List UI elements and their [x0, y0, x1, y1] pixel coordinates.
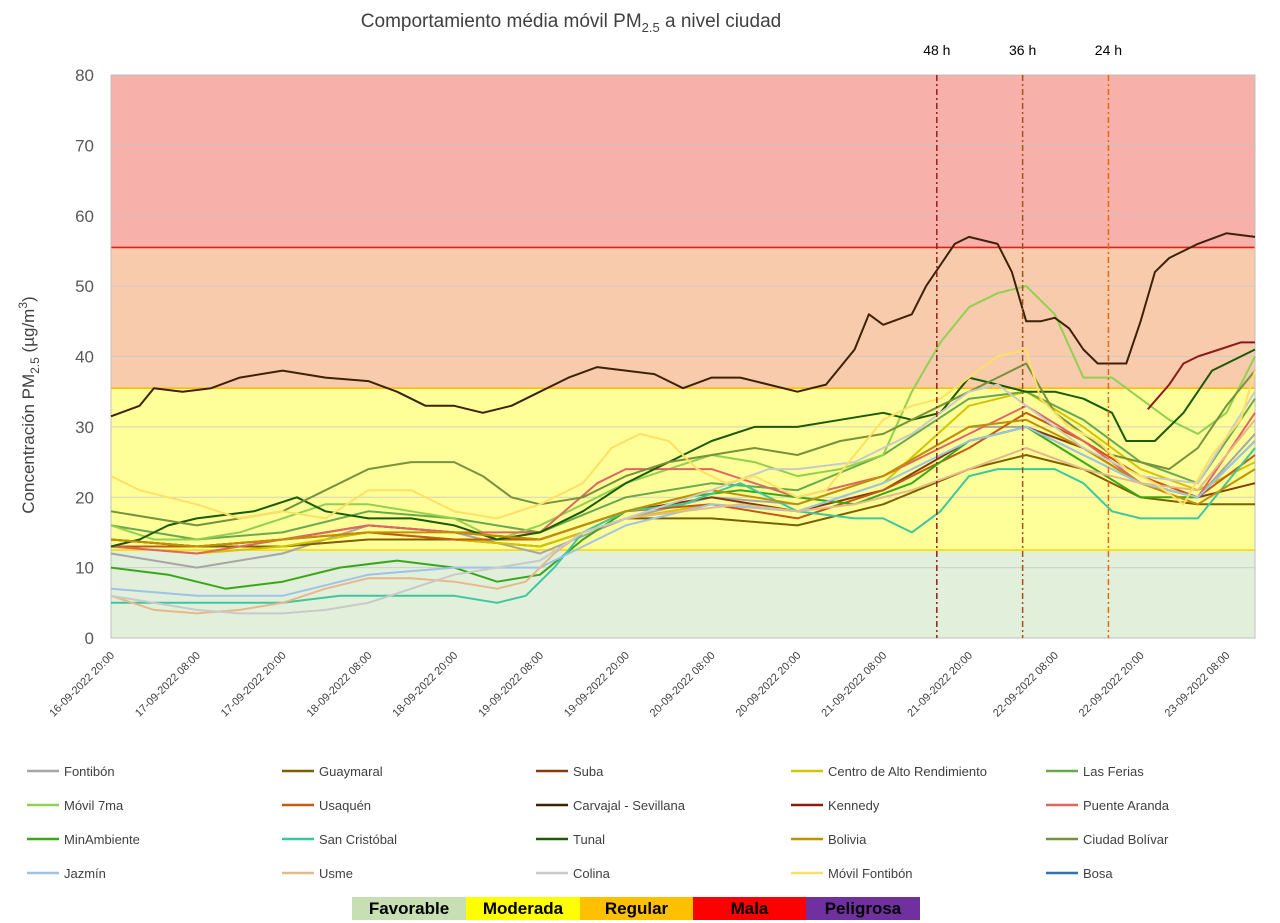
legend-label: Usaquén: [319, 798, 371, 813]
y-tick-label: 40: [75, 348, 94, 367]
category-moderada: Moderada: [466, 897, 580, 920]
y-tick-label: 60: [75, 207, 94, 226]
category-mala: Mala: [693, 897, 806, 920]
legend-label: Kennedy: [828, 798, 880, 813]
series-line-jazm-n: [110, 425, 1256, 597]
x-tick-label: 18-09-2022 08:00: [305, 650, 375, 720]
series-line-puente-aranda: [110, 404, 1256, 555]
y-tick-label: 50: [75, 277, 94, 296]
category-peligrosa: Peligrosa: [806, 897, 920, 920]
legend-label: San Cristóbal: [319, 832, 397, 847]
legend-label: Centro de Alto Rendimiento: [828, 764, 987, 779]
legend-label: Bolivia: [828, 832, 867, 847]
legend-label: Suba: [573, 764, 604, 779]
x-tick-label: 22-09-2022 20:00: [1077, 650, 1147, 720]
y-tick-label: 30: [75, 418, 94, 437]
legend-label: Móvil Fontibón: [828, 866, 913, 881]
x-tick-label: 19-09-2022 20:00: [562, 650, 632, 720]
y-tick-label: 70: [75, 136, 94, 155]
series-line-bolivia: [110, 418, 1256, 548]
legend-label: Puente Aranda: [1083, 798, 1170, 813]
marker-label: 36 h: [1009, 42, 1036, 58]
legend-label: Colina: [573, 866, 611, 881]
legend-label: Carvajal - Sevillana: [573, 798, 686, 813]
legend-label: Usme: [319, 866, 353, 881]
x-tick-label: 20-09-2022 08:00: [648, 650, 718, 720]
series-line-kennedy: [1147, 341, 1255, 410]
chart-title: Comportamiento média móvil PM2.5 a nivel…: [361, 11, 781, 35]
legend-label: Tunal: [573, 832, 605, 847]
series-line-carvajal-sevillana: [110, 232, 1256, 418]
series-line-guaymaral: [110, 454, 1255, 548]
series-line-colina: [110, 383, 1256, 615]
marker-label: 48 h: [923, 42, 950, 58]
x-tick-label: 23-09-2022 08:00: [1163, 650, 1233, 720]
x-tick-label: 22-09-2022 08:00: [991, 650, 1061, 720]
x-tick-label: 20-09-2022 20:00: [734, 650, 804, 720]
x-tick-label: 16-09-2022 20:00: [47, 650, 117, 720]
legend-label: MinAmbiente: [64, 832, 140, 847]
series-line-tunal: [110, 348, 1256, 548]
x-tick-label: 17-09-2022 20:00: [219, 650, 289, 720]
legend-label: Bosa: [1083, 866, 1113, 881]
x-tick-label: 19-09-2022 08:00: [476, 650, 546, 720]
legend-label: Guaymaral: [319, 764, 383, 779]
band-3: [111, 75, 1255, 248]
x-tick-label: 18-09-2022 20:00: [390, 650, 460, 720]
legend-label: Móvil 7ma: [64, 798, 124, 813]
x-tick-label: 17-09-2022 08:00: [133, 650, 203, 720]
y-tick-label: 10: [75, 559, 94, 578]
y-axis-label: Concentración PM2.5 (µg/m3): [16, 296, 42, 513]
series-line-m-vil-fontib-n: [110, 348, 1256, 520]
series-line-san-crist-bal: [111, 447, 1256, 604]
band-2: [111, 247, 1255, 389]
legend-label: Ciudad Bolívar: [1083, 832, 1169, 847]
band-0: [111, 550, 1255, 638]
y-tick-label: 80: [75, 66, 94, 85]
y-tick-label: 0: [85, 629, 94, 648]
series-line-las-ferias: [110, 390, 1256, 541]
legend-label: Jazmín: [64, 866, 106, 881]
x-tick-label: 21-09-2022 08:00: [819, 650, 889, 720]
legend-label: Fontibón: [64, 764, 115, 779]
marker-label: 24 h: [1095, 42, 1122, 58]
x-tick-label: 21-09-2022 20:00: [905, 650, 975, 720]
category-favorable: Favorable: [352, 897, 466, 920]
category-regular: Regular: [580, 897, 693, 920]
y-tick-label: 20: [75, 488, 94, 507]
legend-label: Las Ferias: [1083, 764, 1144, 779]
